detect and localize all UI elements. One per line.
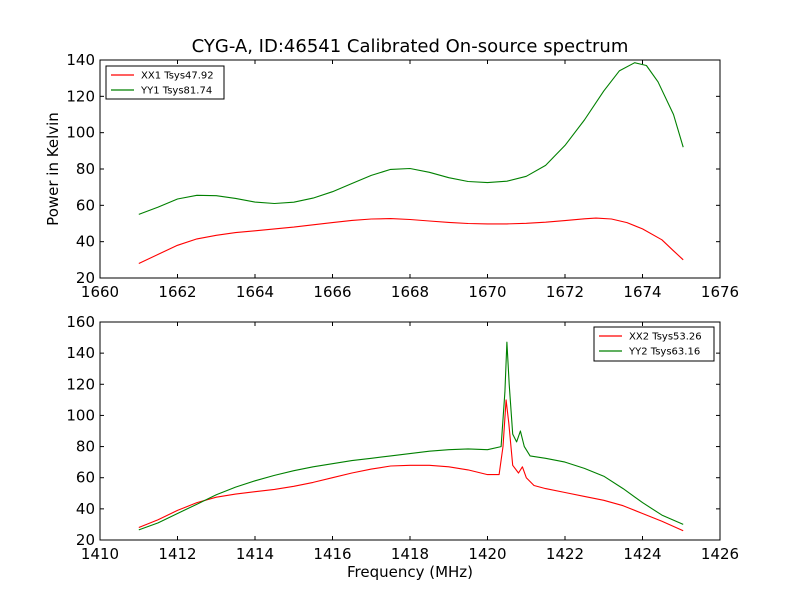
y-tick-label: 20 (76, 269, 95, 287)
legend-box (105, 65, 225, 100)
y-tick-label: 60 (76, 196, 95, 214)
legend-label: XX1 Tsys47.92 (141, 71, 214, 82)
top-y-axis-label: Power in Kelvin (44, 112, 62, 226)
legend-box (593, 326, 715, 362)
x-tick-label: 1676 (701, 283, 739, 301)
bottom-x-axis-label: Frequency (MHz) (347, 563, 473, 581)
y-tick-label: 60 (76, 469, 95, 487)
x-tick-label: 1664 (236, 283, 274, 301)
x-tick-label: 1424 (623, 545, 661, 563)
y-tick-label: 40 (76, 500, 95, 518)
y-tick-label: 140 (66, 344, 95, 362)
series-line-2-2 (138, 341, 684, 531)
x-tick-label: 1662 (158, 283, 196, 301)
x-tick-label: 1674 (623, 283, 661, 301)
legend-label: XX2 Tsys53.26 (629, 332, 702, 343)
x-tick-label: 1420 (468, 545, 506, 563)
bottom-panel: 1410 1412 1414 1416 1418 1420 1422 1424 1426 20 40… (66, 313, 739, 563)
y-tick-label: 100 (66, 406, 95, 424)
top-panel: 1660 1662 1664 1666 1668 1670 1672 1674 1676 20 40… (66, 51, 739, 301)
x-tick-label: 1414 (236, 545, 274, 563)
chart-title: CYG-A, ID:46541 Calibrated On-source spe… (192, 36, 629, 57)
x-tick-label: 1426 (701, 545, 739, 563)
y-tick-label: 160 (66, 313, 95, 331)
y-tick-label: 140 (66, 51, 95, 69)
y-tick-label: 80 (76, 438, 95, 456)
x-tick-label: 1660 (81, 283, 119, 301)
x-tick-label: 1416 (313, 545, 351, 563)
x-tick-label: 1672 (546, 283, 584, 301)
y-tick-label: 120 (66, 375, 95, 393)
x-tick-label: 1412 (158, 545, 196, 563)
y-tick-label: 80 (76, 160, 95, 178)
x-tick-label: 1410 (81, 545, 119, 563)
x-tick-label: 1668 (391, 283, 429, 301)
y-tick-label: 20 (76, 531, 95, 549)
series-line-1-1 (138, 217, 684, 264)
y-tick-label: 120 (66, 87, 95, 105)
y-tick-label: 100 (66, 124, 95, 142)
legend-label: YY2 Tsys63.16 (628, 347, 700, 358)
y-tick-label: 40 (76, 233, 95, 251)
x-tick-label: 1666 (313, 283, 351, 301)
series-line-1-2 (138, 62, 684, 215)
series-line-2-1 (138, 399, 684, 532)
legend-label: YY1 Tsys81.74 (140, 86, 212, 97)
x-tick-label: 1418 (391, 545, 429, 563)
x-tick-label: 1422 (546, 545, 584, 563)
x-tick-label: 1670 (468, 283, 506, 301)
